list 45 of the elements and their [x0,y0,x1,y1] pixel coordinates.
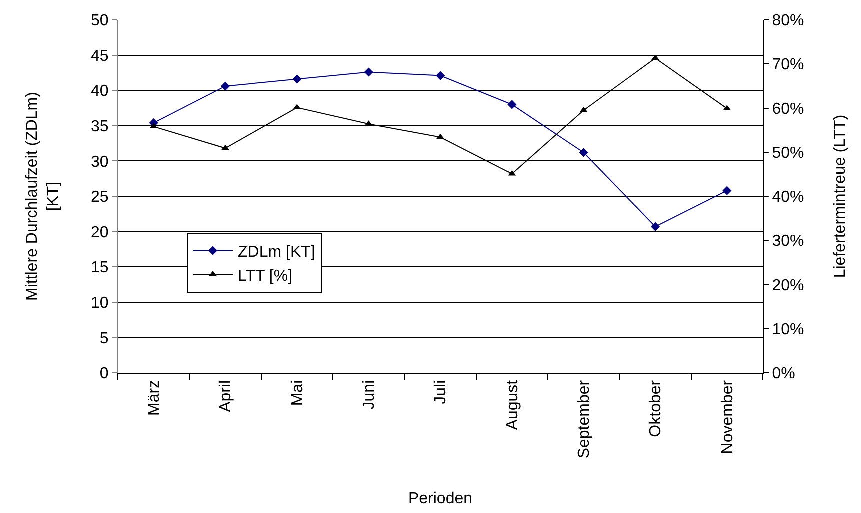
y-tick-label: 30 [91,154,109,171]
x-tick-label: September [576,380,594,459]
point [579,148,588,158]
x-tick-label: Mai [289,380,306,406]
point [293,104,302,110]
y2-tick-label: 30% [772,233,804,250]
y2-tick-label: 0% [772,366,796,383]
point [150,123,158,129]
y-tick-label: 50 [91,12,109,30]
point [508,100,517,110]
x-tick-label: November [719,380,736,454]
y2-tick-label: 50% [772,144,804,162]
y-axis-title: Mittlere Durchlaufzeit (ZDLm) [KT] [24,92,62,301]
y-tick-label: 10 [91,295,109,312]
point [292,74,302,84]
x-tick-label: April [218,380,235,412]
y-tick-label: 40 [91,83,109,100]
legend-label: LTT [%] [238,268,293,285]
x-axis-title: Perioden [408,490,473,508]
y-tick-label: 35 [91,118,109,136]
y2-tick-label: 80% [772,12,804,30]
point [436,71,446,80]
y-tick-label: 25 [91,189,109,206]
y-tick-label: 0 [100,366,109,383]
y-tick-label: 15 [91,260,109,277]
y2-tick-label: 60% [772,100,804,118]
y-tick-label: 5 [100,330,109,348]
y2-tick-label: 70% [772,56,804,74]
point [220,82,230,91]
y-tick-label: 20 [91,224,109,242]
y2-tick-label: 40% [772,189,804,206]
x-tick-label: Juli [432,380,450,404]
y-tick-label: 45 [91,48,109,65]
legend-label: ZDLm [KT] [238,244,316,261]
x-tick-label: Juni [361,380,378,410]
point [364,68,374,77]
x-tick-label: August [504,380,522,430]
point [722,186,732,196]
point [650,222,660,232]
y2-tick-label: 10% [772,321,804,338]
x-tick-label: Oktober [648,380,665,438]
x-tick-label: März [146,380,164,416]
point [580,106,588,112]
y2-axis-title: Liefertermintreue (LTT) [832,114,849,278]
y2-tick-label: 20% [772,277,804,294]
